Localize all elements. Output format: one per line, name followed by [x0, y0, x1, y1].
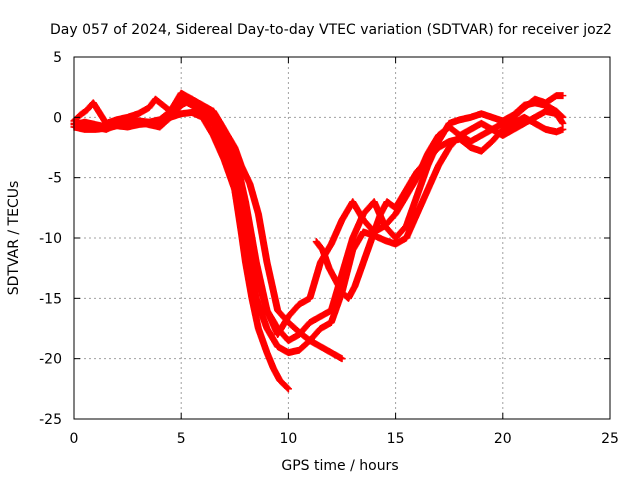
- data-series-layer: [70, 89, 567, 393]
- y-axis-label: SDTVAR / TECUs: [6, 181, 22, 296]
- data-markers: [209, 92, 567, 339]
- x-tick-label: 20: [494, 431, 512, 447]
- chart-title: Day 057 of 2024, Sidereal Day-to-day VTE…: [50, 22, 612, 38]
- y-tick-label: -5: [48, 171, 62, 187]
- data-markers: [70, 109, 292, 393]
- data-markers: [70, 95, 567, 345]
- x-tick-label: 5: [177, 431, 186, 447]
- y-tick-label: 0: [53, 110, 62, 126]
- y-tick-label: -20: [39, 352, 62, 368]
- x-tick-label: 25: [601, 431, 619, 447]
- y-tick-label: -25: [39, 412, 62, 428]
- series-track-c: [70, 95, 567, 345]
- series-track-a: [70, 109, 292, 393]
- x-tick-label: 10: [279, 431, 297, 447]
- axis-tick-labels: 0 5 10 15 20 25 5 0 -5 -10 -15 -20 -25: [39, 50, 619, 447]
- series-track-f: [312, 113, 567, 302]
- series-track-e: [209, 92, 567, 339]
- y-tick-label: 5: [53, 50, 62, 66]
- x-tick-label: 0: [70, 431, 79, 447]
- axis-ticks: [73, 56, 611, 420]
- grid-lines: [74, 57, 610, 419]
- data-markers: [312, 113, 567, 302]
- y-tick-label: -15: [39, 291, 62, 307]
- x-tick-label: 15: [387, 431, 405, 447]
- y-tick-label: -10: [39, 231, 62, 247]
- x-axis-label: GPS time / hours: [281, 458, 398, 474]
